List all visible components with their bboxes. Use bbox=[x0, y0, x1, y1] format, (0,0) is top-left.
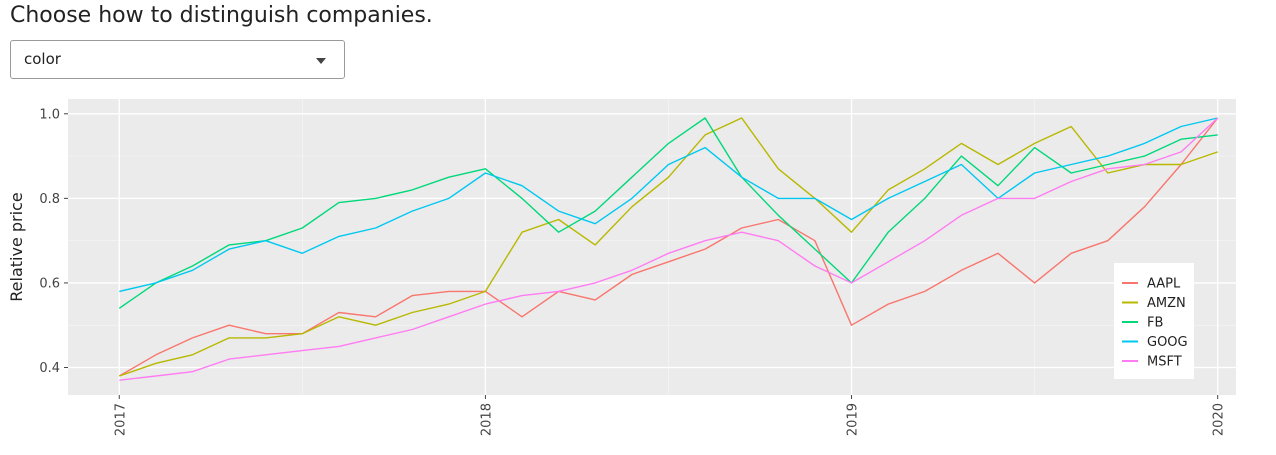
series-lines bbox=[118, 117, 1219, 381]
y-axis-label: Relative price bbox=[7, 192, 26, 301]
legend-label-amzn: AMZN bbox=[1147, 296, 1186, 311]
y-tick-label: 0.8 bbox=[39, 192, 60, 207]
y-axis: 0.4 0.6 0.8 1.0 bbox=[39, 107, 68, 376]
legend-label-aapl: AAPL bbox=[1147, 277, 1181, 292]
x-tick-label: 2017 bbox=[113, 403, 128, 436]
plot-panel bbox=[68, 99, 1236, 395]
chevron-down-icon bbox=[316, 58, 326, 64]
series-line-amzn bbox=[119, 117, 1218, 377]
x-tick-label: 2019 bbox=[846, 403, 861, 436]
y-tick-label: 1.0 bbox=[39, 107, 60, 122]
company-distinguish-dropdown[interactable]: color bbox=[10, 40, 345, 79]
legend-label-msft: MSFT bbox=[1147, 355, 1182, 370]
series-line-fb bbox=[118, 117, 1218, 309]
y-tick-label: 0.4 bbox=[39, 361, 60, 376]
legend-label-goog: GOOG bbox=[1147, 335, 1188, 350]
x-axis: 2017 2018 2019 2020 bbox=[113, 395, 1227, 436]
dropdown-selected-value: color bbox=[24, 50, 61, 68]
x-tick-label: 2020 bbox=[1212, 403, 1227, 436]
series-line-goog bbox=[119, 117, 1218, 293]
series-line-msft bbox=[119, 117, 1219, 381]
y-tick-label: 0.6 bbox=[39, 276, 60, 291]
legend-label-fb: FB bbox=[1147, 316, 1163, 331]
relative-price-chart: 0.4 0.6 0.8 1.0 2017 2018 2019 2020 Relative p… bbox=[7, 99, 1236, 436]
prompt-heading: Choose how to distinguish companies. bbox=[10, 3, 433, 28]
x-tick-label: 2018 bbox=[479, 403, 494, 436]
legend: AAPL AMZN FB GOOG MSFT bbox=[1114, 263, 1194, 379]
